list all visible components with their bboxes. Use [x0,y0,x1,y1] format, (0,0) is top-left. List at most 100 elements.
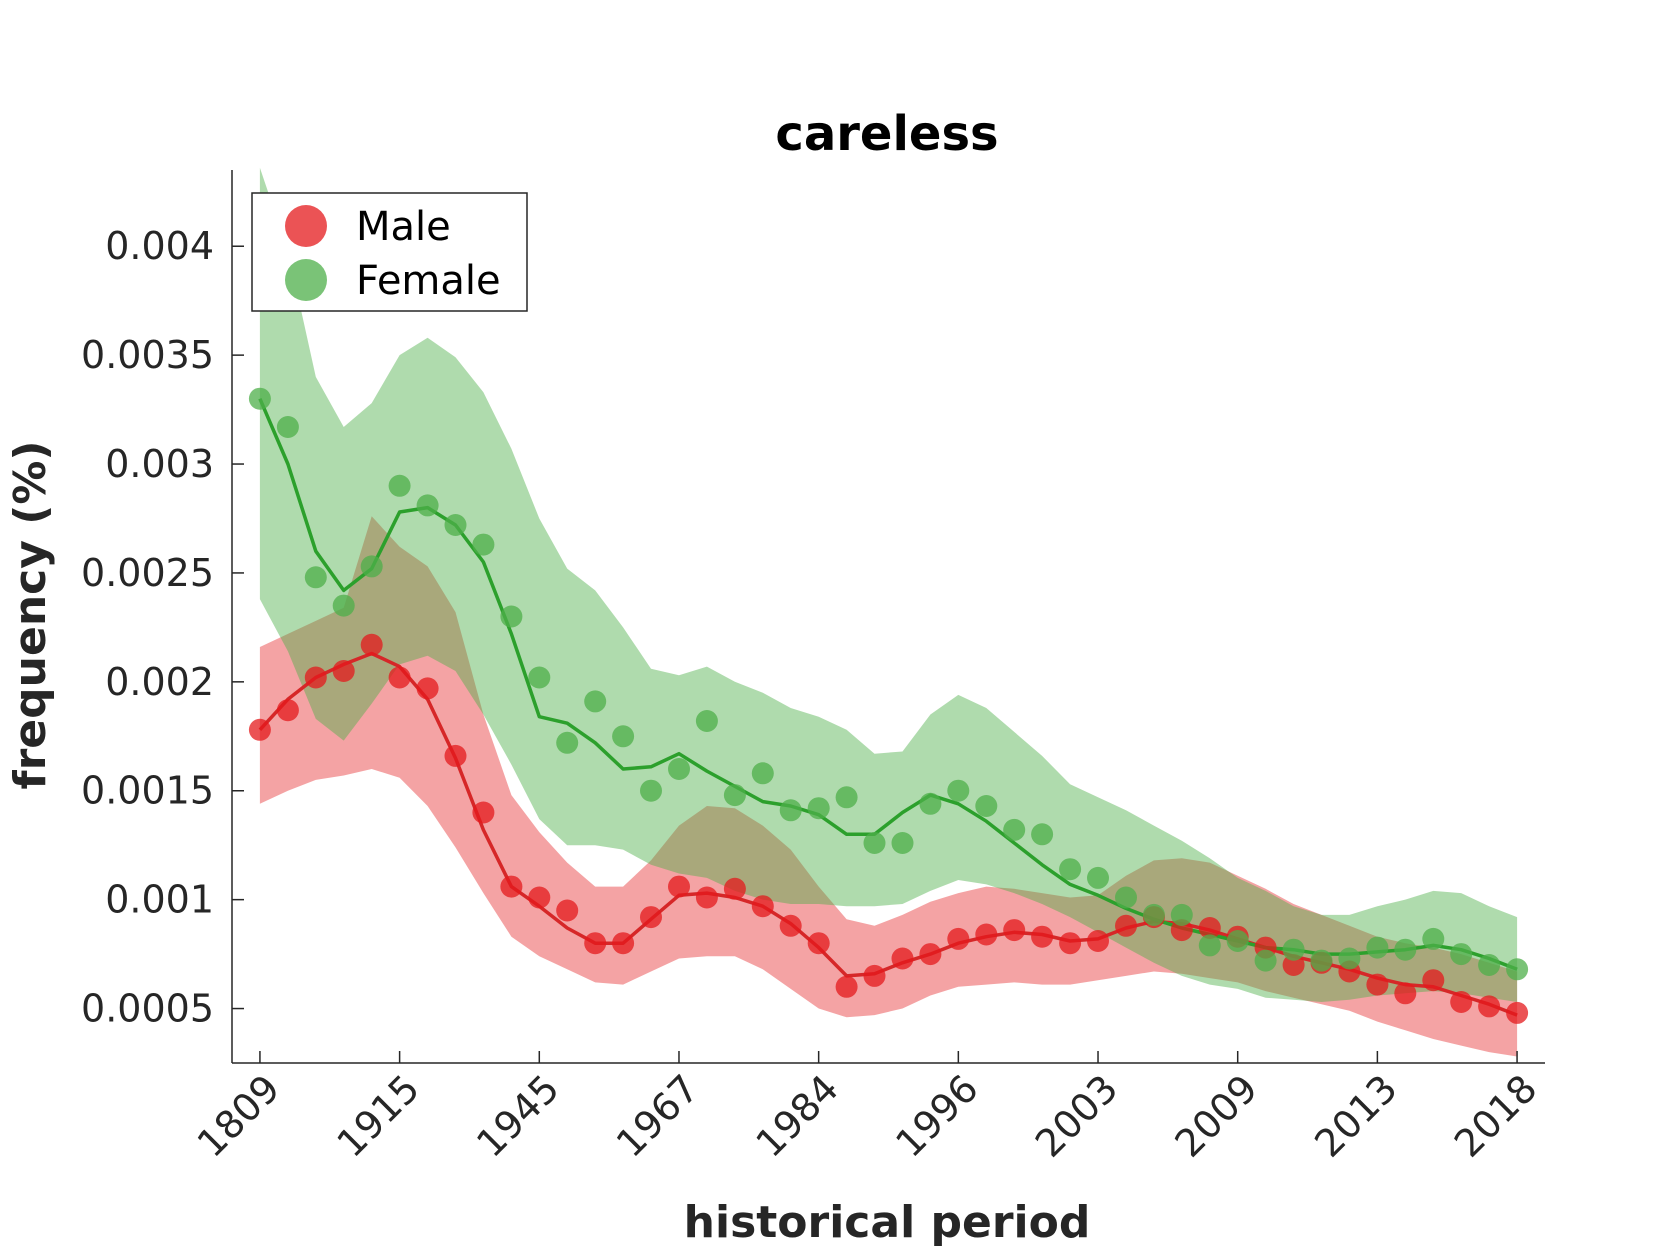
legend-label-female: Female [356,258,501,304]
trend-lines [258,398,1518,1017]
y-tick-label: 0.0025 [81,551,214,595]
point-female [1226,930,1249,952]
point-female [1087,866,1109,889]
x-tick-label: 2003 [1027,1066,1127,1166]
point-female [528,666,551,689]
point-female [1394,938,1417,961]
x-tick-label: 2009 [1167,1066,1267,1166]
point-female [947,779,970,802]
point-male [1198,917,1221,939]
x-axis-title: historical period [684,1197,1091,1248]
point-female [584,690,607,713]
trend-line-female [258,398,1518,971]
point-female [723,784,746,807]
legend: Male Female [251,192,528,312]
y-tick-label: 0.0005 [81,987,214,1031]
y-tick-label: 0.0015 [81,769,214,813]
y-tick-label: 0.002 [105,660,214,704]
point-male [332,660,355,682]
band-female [259,167,1518,1003]
point-female [1254,949,1277,972]
point-female [1422,927,1445,950]
point-female [444,514,467,536]
point-male [947,927,970,950]
point-male [919,943,942,966]
point-male [1170,919,1193,942]
point-female [640,779,662,802]
point-male [1366,973,1389,996]
point-male [416,677,439,700]
point-female [500,605,523,628]
point-female [360,555,383,578]
point-female [891,832,914,854]
point-male [304,666,327,689]
point-male [612,932,635,955]
point-male [975,923,998,946]
point-male [556,899,579,922]
point-male [1087,930,1109,952]
y-axis-title: frequency (%) [5,440,56,789]
x-tick-label: 1915 [328,1066,428,1166]
point-male [584,932,607,955]
point-male [360,633,383,656]
point-female [612,725,635,748]
y-tick-label: 0.004 [105,224,214,268]
point-male [1478,995,1501,1018]
point-female [388,474,411,497]
point-female [1366,936,1389,959]
x-tick-label: 1809 [189,1066,289,1166]
legend-marker-female [285,259,327,301]
point-male [807,932,830,955]
point-male [500,875,523,898]
point-female [472,533,495,556]
x-tick-label: 1945 [468,1066,568,1166]
point-male [528,886,551,909]
point-female [668,758,690,780]
point-female [556,731,579,754]
point-male [668,875,690,898]
point-female [1198,934,1221,957]
point-male [1115,914,1137,937]
point-female [248,387,271,410]
point-female [1310,949,1333,972]
point-male [1506,1001,1529,1024]
point-male [1003,919,1026,942]
point-female [779,799,802,822]
point-male [863,964,886,987]
point-female [304,566,327,589]
trend-line-male [258,651,1518,1017]
x-tick-label: 2013 [1306,1066,1406,1166]
point-male [472,801,495,824]
x-tick-label: 2018 [1446,1066,1546,1166]
point-male [779,914,802,937]
y-tick-label: 0.0035 [81,333,214,377]
point-female [1450,943,1473,966]
chart-title: careless [775,106,998,162]
x-tick-label: 1984 [748,1066,848,1166]
point-male [695,886,718,909]
point-female [751,762,774,785]
point-female [1142,903,1165,926]
point-female [1170,903,1193,926]
point-female [695,710,718,732]
point-female [1003,818,1026,841]
y-tick-label: 0.001 [105,878,214,922]
point-male [444,744,467,767]
point-female [1338,947,1361,970]
point-female [276,416,299,438]
point-female [1282,938,1305,961]
x-tick-label: 1996 [887,1066,987,1166]
point-male [1422,969,1445,992]
point-male [835,975,858,998]
point-male [1059,932,1082,955]
point-female [1031,823,1054,846]
point-female [416,494,439,517]
point-female [975,795,998,817]
point-male [1394,982,1417,1005]
point-female [332,594,355,617]
point-female [835,786,858,809]
legend-marker-male [285,205,327,247]
data-points [248,387,1529,1024]
